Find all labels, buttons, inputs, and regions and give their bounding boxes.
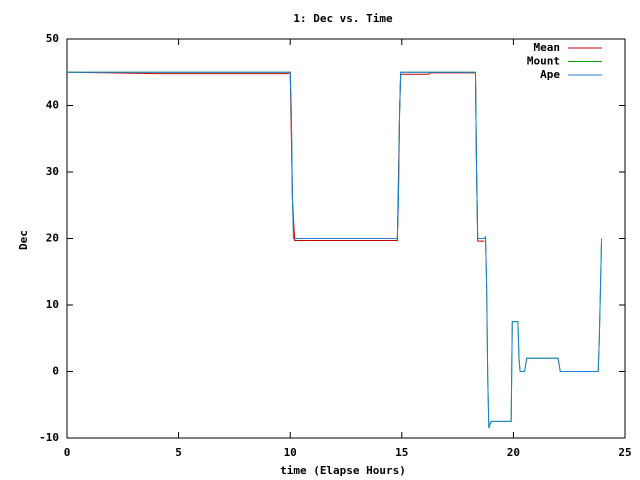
y-tick-label: 40: [46, 99, 59, 112]
legend-label: Mount: [527, 55, 560, 68]
chart-title: 1: Dec vs. Time: [293, 12, 393, 25]
series-line: [67, 71, 603, 429]
x-tick-label: 20: [507, 446, 520, 459]
y-tick-label: -10: [39, 431, 59, 444]
x-tick-label: 5: [175, 446, 182, 459]
x-tick-label: 25: [618, 446, 631, 459]
y-tick-label: 20: [46, 232, 59, 245]
y-axis-label: Dec: [17, 230, 30, 250]
legend-label: Mean: [534, 41, 561, 54]
series-line: [67, 71, 603, 429]
y-tick-label: 30: [46, 165, 59, 178]
legend-label: Ape: [540, 68, 560, 81]
x-tick-label: 10: [284, 446, 297, 459]
x-tick-label: 0: [64, 446, 71, 459]
y-tick-label: 10: [46, 298, 59, 311]
series-line: [66, 71, 485, 242]
y-tick-label: 50: [46, 32, 59, 45]
y-tick-label: 0: [52, 365, 59, 378]
x-axis-label: time (Elapse Hours): [280, 464, 406, 477]
x-tick-label: 15: [395, 446, 408, 459]
